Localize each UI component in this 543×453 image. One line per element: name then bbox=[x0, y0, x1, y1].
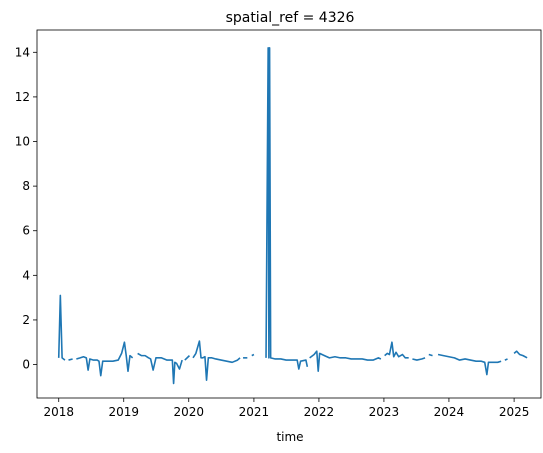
series-line-segment bbox=[57, 294, 66, 361]
chart-title: spatial_ref = 4326 bbox=[226, 10, 355, 26]
x-tick-label: 2023 bbox=[369, 405, 400, 419]
series-line-segment bbox=[504, 358, 508, 361]
series-line-segment bbox=[184, 355, 191, 361]
y-tick-label: 6 bbox=[22, 224, 30, 238]
series-line-segment bbox=[384, 341, 409, 359]
y-tick-label: 14 bbox=[15, 45, 30, 59]
series-line-segment bbox=[412, 357, 426, 361]
x-tick-label: 2021 bbox=[239, 405, 270, 419]
x-tick-label: 2024 bbox=[434, 405, 465, 419]
series-line-segment bbox=[251, 353, 255, 357]
plot-frame bbox=[36, 29, 542, 399]
x-tick-label: 2020 bbox=[173, 405, 204, 419]
x-tick-label: 2025 bbox=[499, 405, 530, 419]
x-tick-label: 2019 bbox=[108, 405, 139, 419]
series-line-segment bbox=[265, 47, 309, 370]
x-tick-label: 2018 bbox=[43, 405, 74, 419]
y-axis: 0 2 4 6 8 10 12 14 bbox=[15, 45, 37, 372]
y-tick-label: 4 bbox=[22, 268, 30, 282]
series-line-segment bbox=[309, 350, 382, 373]
series-line-segment bbox=[428, 353, 433, 357]
y-tick-label: 0 bbox=[22, 358, 30, 372]
y-tick-label: 2 bbox=[22, 313, 30, 327]
plot-area bbox=[57, 47, 528, 385]
x-axis-label: time bbox=[276, 430, 303, 444]
series-line-segment bbox=[76, 341, 134, 377]
x-axis: 2018 2019 2020 2021 2022 2023 2024 2025 bbox=[43, 398, 529, 419]
series-line-segment bbox=[68, 358, 73, 361]
series-line-segment bbox=[137, 352, 183, 385]
y-tick-label: 8 bbox=[22, 179, 30, 193]
series-line-segment bbox=[192, 340, 241, 381]
y-tick-label: 12 bbox=[15, 90, 30, 104]
y-tick-label: 10 bbox=[15, 135, 30, 149]
series-line-segment bbox=[513, 350, 528, 359]
series-line-segment bbox=[437, 353, 502, 376]
x-tick-label: 2022 bbox=[304, 405, 335, 419]
